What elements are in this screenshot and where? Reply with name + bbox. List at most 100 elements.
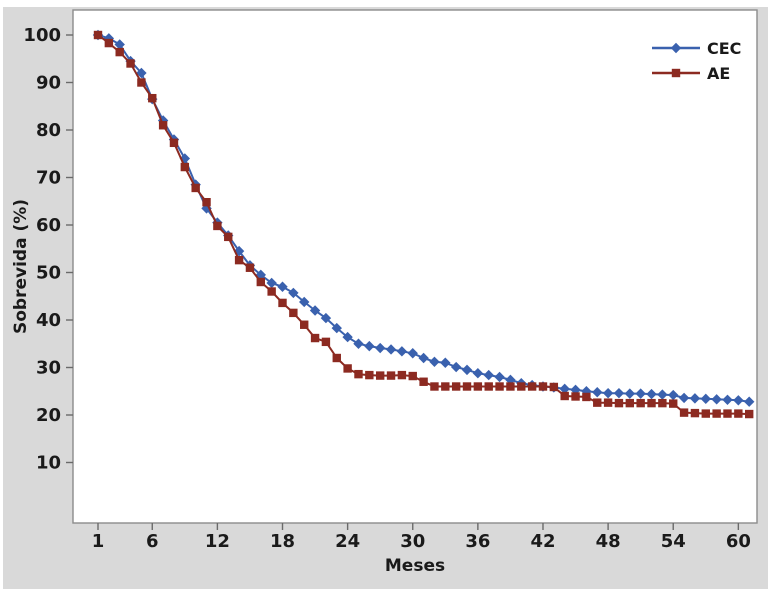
data-point-square [734, 409, 743, 418]
data-point-diamond [277, 281, 288, 292]
data-point-diamond [743, 396, 755, 407]
y-axis-title: Sobrevida (%) [11, 199, 31, 334]
data-point-square [191, 183, 200, 193]
data-point-square [169, 138, 179, 148]
data-point-square [310, 333, 320, 343]
legend-item-ae: AE [652, 64, 730, 83]
data-point-square [744, 409, 754, 419]
data-point-square [375, 371, 385, 380]
data-point-square [93, 30, 103, 40]
data-point-diamond [472, 368, 484, 379]
data-point-diamond [461, 364, 473, 376]
data-point-diamond [255, 269, 266, 281]
data-point-square [343, 364, 352, 373]
data-point-square [451, 382, 461, 391]
data-point-diamond [581, 386, 592, 397]
data-point-square [386, 371, 396, 380]
data-point-diamond [635, 388, 646, 399]
data-point-diamond [711, 394, 722, 405]
data-point-square [267, 287, 276, 296]
data-point-diamond [266, 277, 277, 289]
data-point-diamond [309, 305, 321, 316]
data-point-square [701, 409, 710, 418]
data-point-square [636, 398, 645, 408]
data-point-square [354, 369, 363, 379]
data-point-square [527, 382, 537, 391]
data-point-diamond [722, 394, 733, 405]
data-point-square [582, 392, 591, 402]
data-point-diamond [342, 331, 353, 343]
y-tick-label: 60 [36, 215, 61, 236]
data-point-diamond [299, 296, 310, 308]
data-point-square [614, 398, 624, 408]
x-tick-label: 30 [400, 531, 425, 552]
data-point-diamond [114, 39, 125, 50]
data-point-diamond [440, 357, 451, 368]
y-tick-label: 30 [36, 358, 61, 379]
legend-label: AE [707, 64, 730, 83]
data-point-square [679, 408, 689, 417]
data-point-square [365, 370, 374, 380]
x-axis: 1 6 12 18 24 30 36 42 48 54 60 [92, 523, 751, 552]
data-point-diamond [396, 346, 408, 357]
data-point-diamond [733, 395, 744, 406]
data-point-diamond [364, 340, 375, 352]
data-point-diamond [103, 33, 115, 44]
x-tick-label: 48 [596, 531, 621, 552]
data-point-square [517, 382, 526, 391]
x-tick-label: 6 [146, 531, 159, 552]
data-point-square [712, 409, 721, 418]
data-point-square [213, 221, 222, 231]
x-tick-label: 54 [661, 531, 686, 552]
data-point-diamond [353, 338, 364, 349]
data-point-square [441, 382, 450, 391]
data-point-square [538, 382, 548, 391]
x-tick-label: 1 [92, 531, 105, 552]
y-tick-label: 20 [36, 405, 61, 426]
series-ae [93, 30, 754, 419]
y-tick-label: 80 [36, 120, 61, 141]
data-point-square [462, 382, 472, 391]
data-point-square [571, 392, 580, 401]
data-point-square [625, 398, 635, 408]
data-point-square [245, 263, 255, 272]
legend-item-cec: CEC [652, 39, 741, 58]
data-point-square [224, 232, 233, 242]
data-point-diamond [483, 369, 494, 381]
data-point-square [484, 382, 493, 391]
data-point-diamond [700, 393, 711, 405]
data-point-square [647, 398, 656, 408]
plot-area [72, 9, 758, 524]
x-tick-label: 60 [726, 531, 751, 552]
data-point-square [300, 320, 309, 329]
y-tick-label: 50 [36, 263, 61, 284]
data-point-square [593, 398, 602, 407]
data-point-square [397, 370, 407, 380]
data-point-diamond [592, 387, 603, 398]
x-tick-label: 12 [205, 531, 230, 552]
data-point-diamond [678, 392, 690, 404]
data-point-diamond [385, 344, 397, 355]
data-point-diamond [689, 393, 701, 404]
data-point-square [690, 408, 700, 418]
data-point-square [126, 59, 135, 68]
data-point-square [137, 78, 146, 87]
y-tick-label: 70 [36, 168, 61, 189]
data-point-diamond [136, 67, 147, 79]
data-point-diamond [602, 387, 614, 399]
data-point-square [560, 391, 569, 401]
data-point-square [278, 298, 287, 308]
data-point-square [506, 382, 515, 391]
data-point-square [256, 277, 265, 287]
y-tick-label: 40 [36, 310, 61, 331]
data-point-diamond [331, 322, 342, 334]
y-tick-label: 90 [36, 73, 61, 94]
data-point-square [289, 308, 298, 318]
data-point-square [723, 409, 732, 418]
data-point-diamond [670, 42, 682, 54]
data-point-diamond [494, 371, 505, 383]
data-point-square [115, 47, 124, 57]
y-tick-label: 10 [36, 453, 61, 474]
